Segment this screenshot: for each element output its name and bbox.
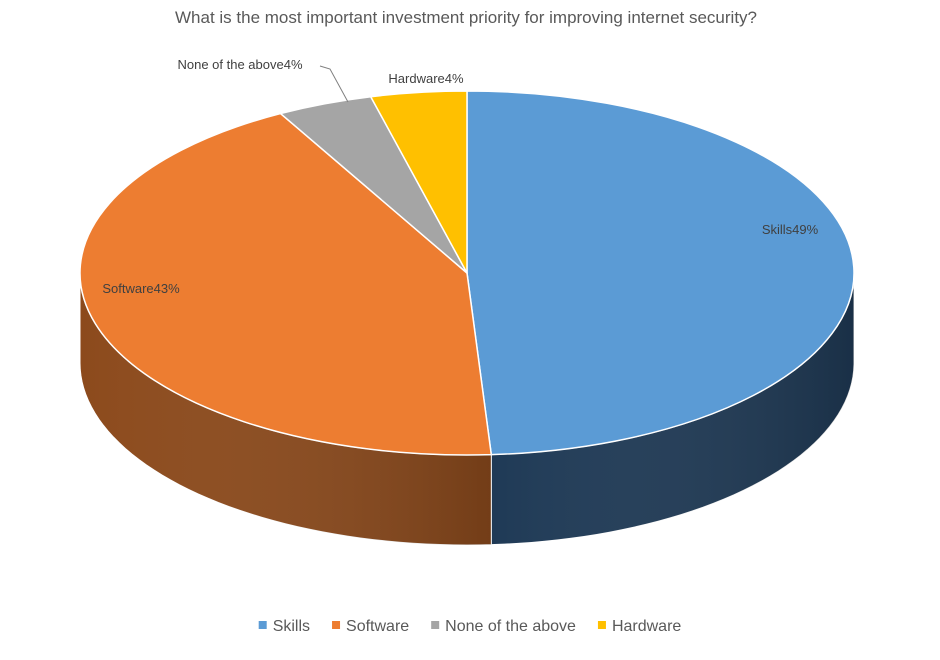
data-labels: Skills49% Software43% None of the above4% H… <box>102 57 818 296</box>
slice-software <box>79 112 493 456</box>
slice-hardware <box>370 90 468 274</box>
slice-skills <box>466 90 855 456</box>
legend-swatch-skills <box>258 621 267 629</box>
data-label-skills: Skills49% <box>762 222 819 237</box>
legend-label-none-of-the-above: None of the above <box>445 618 576 635</box>
slice-side-shade-skills <box>491 273 854 545</box>
legend-swatch-hardware <box>597 621 606 629</box>
legend-label-software: Software <box>346 618 409 635</box>
chart-title: What is the most important investment pr… <box>175 8 757 27</box>
legend-swatch-none-of-the-above <box>431 621 440 629</box>
pie-sides <box>79 272 855 546</box>
data-label-software: Software43% <box>102 281 180 296</box>
pie-slices <box>79 90 855 456</box>
data-label-none-of-the-above: None of the above4% <box>177 57 302 72</box>
data-label-hardware: Hardware4% <box>388 71 464 86</box>
legend-swatch-software <box>332 621 341 629</box>
legend: Skills Software None of the above Hardware <box>258 618 681 635</box>
legend-label-skills: Skills <box>273 618 310 635</box>
slice-side-shade-software <box>80 273 492 545</box>
legend-label-hardware: Hardware <box>612 618 681 635</box>
leader-line-none-of-the-above <box>319 65 349 103</box>
